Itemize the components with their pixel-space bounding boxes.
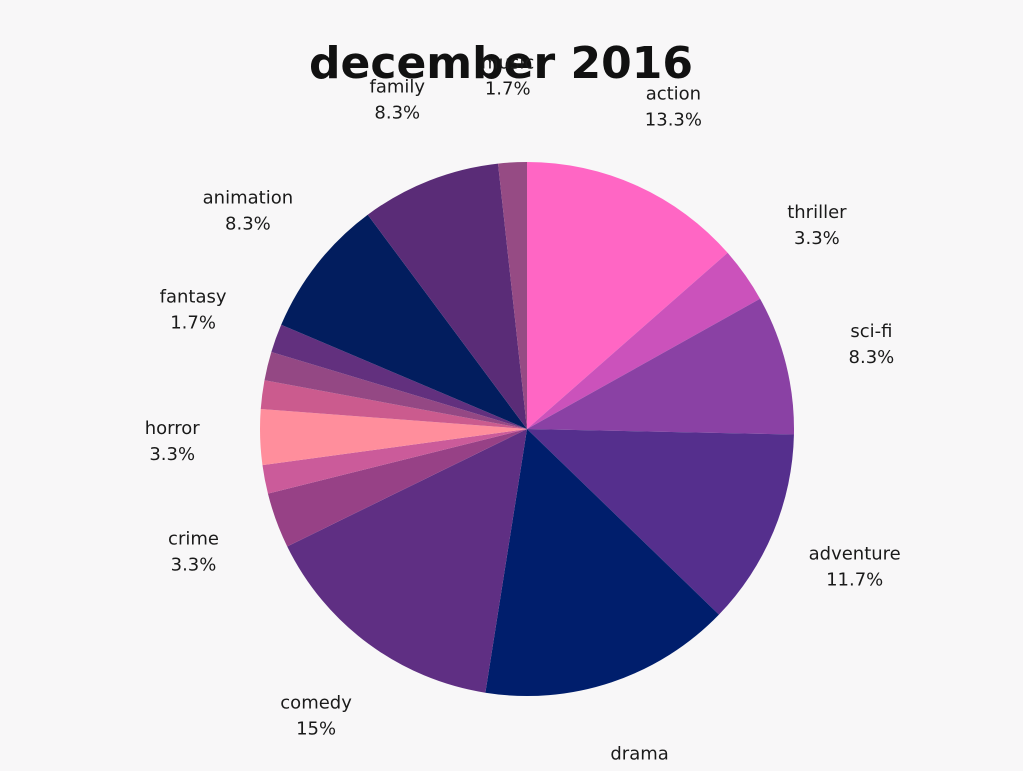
slice-label-music: music 1.7% [481,53,534,100]
slice-category-thriller: thriller [787,202,847,223]
slice-percent-family: 8.3% [374,103,420,124]
slice-percent-adventure: 11.7% [826,570,883,591]
slice-category-drama: drama [610,744,668,765]
pie-slice-unlabeled-10 [264,352,527,429]
slice-category-family: family [370,77,426,98]
slice-percent-music: 1.7% [485,79,531,100]
pie-slice-sci-fi [527,298,794,435]
slice-category-crime: crime [168,529,219,550]
slice-category-adventure: adventure [809,544,901,565]
slice-percent-thriller: 3.3% [794,228,840,249]
slice-label-animation: animation 8.3% [203,188,293,235]
pie-slice-family [367,163,527,429]
slice-category-music: music [481,53,534,74]
slice-percent-drama: 15% [620,770,660,771]
slice-percent-fantasy: 1.7% [170,312,216,333]
pie-slice-fantasy [271,324,527,429]
pie-slice-horror [259,408,527,466]
slice-category-horror: horror [145,418,201,439]
slice-category-animation: animation [203,188,293,209]
slice-label-thriller: thriller 3.3% [787,202,847,249]
slice-label-horror: horror 3.3% [145,418,201,465]
slice-percent-sci-fi: 8.3% [849,347,895,368]
slice-label-fantasy: fantasy 1.7% [160,286,227,333]
slice-category-fantasy: fantasy [160,286,227,307]
pie-slice-unlabeled-9 [260,380,527,429]
slice-category-sci-fi: sci-fi [850,321,892,342]
pie-slices [259,162,794,696]
pie-labels: action 13.3% thriller 3.3% sci-fi 8.3% adventu… [145,53,901,771]
slice-percent-animation: 8.3% [225,214,271,235]
pie-slice-animation [281,214,527,429]
pie-slice-action [527,162,728,429]
pie-slice-thriller [527,252,761,429]
chart-title: december 2016 [309,38,693,89]
slice-label-sci-fi: sci-fi 8.3% [849,321,895,368]
pie-slice-music [498,162,527,429]
slice-percent-crime: 3.3% [171,555,217,576]
slice-label-crime: crime 3.3% [168,529,219,576]
slice-label-family: family 8.3% [370,77,426,124]
slice-label-adventure: adventure 11.7% [809,544,901,591]
slice-category-action: action [646,84,701,105]
slice-category-comedy: comedy [280,693,352,714]
slice-label-drama: drama 15% [610,744,668,771]
slice-label-comedy: comedy 15% [280,693,352,740]
pie-slice-adventure [527,429,794,615]
slice-percent-action: 13.3% [645,110,702,131]
slice-label-action: action 13.3% [645,84,702,131]
pie-slice-drama [485,429,719,696]
pie-slice-comedy [287,429,527,693]
slice-percent-horror: 3.3% [149,444,195,465]
pie-slice-unlabeled-7 [262,429,527,494]
pie-slice-crime [267,429,527,547]
slice-percent-comedy: 15% [296,719,336,740]
